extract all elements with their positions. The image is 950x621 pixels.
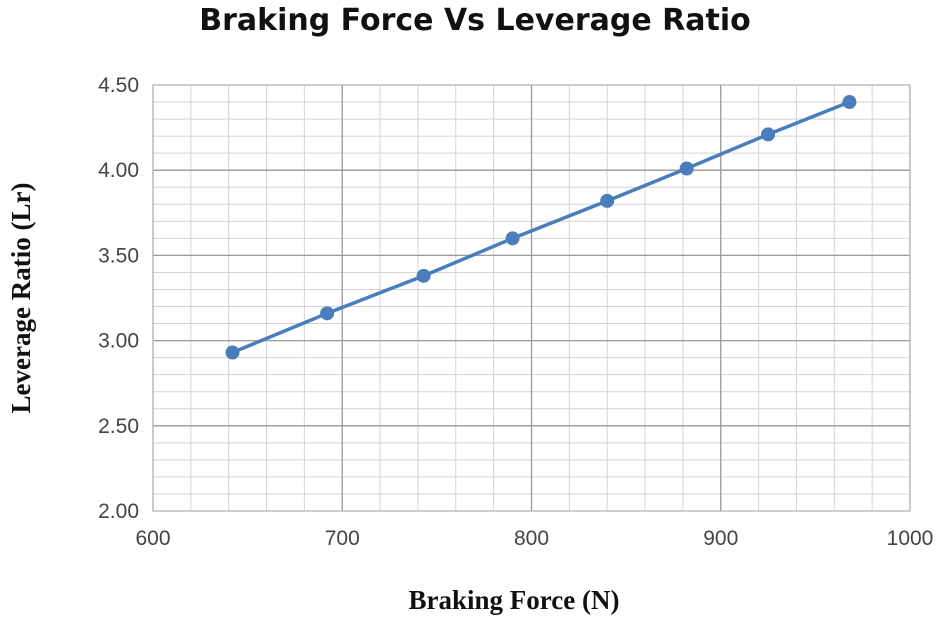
x-tick-label: 600: [135, 527, 170, 550]
y-axis-label: Leverage Ratio (Lr): [6, 183, 36, 414]
data-point: [842, 95, 857, 110]
y-tick-labels: 2.00 2.50 3.00 3.50 4.00 4.50: [98, 74, 139, 523]
chart-title: Braking Force Vs Leverage Ratio: [199, 3, 750, 38]
plot-area-border: [152, 84, 911, 512]
grid: [152, 84, 911, 512]
y-tick-label: 2.50: [98, 415, 139, 438]
x-tick-label: 700: [325, 527, 360, 550]
x-tick-label: 900: [703, 527, 738, 550]
data-point: [600, 193, 615, 208]
y-tick-label: 4.50: [98, 74, 139, 97]
data-point: [679, 161, 694, 176]
x-tick-label: 800: [514, 527, 549, 550]
data-point: [320, 306, 335, 321]
x-axis-label: Braking Force (N): [409, 585, 620, 615]
y-tick-label: 3.00: [98, 330, 139, 353]
series-group: [225, 95, 857, 360]
series-line: [231, 100, 851, 355]
data-point: [225, 345, 240, 360]
x-tick-label: 1000: [887, 527, 934, 550]
y-tick-label: 2.00: [98, 500, 139, 523]
x-tick-labels: 600 700 800 900 1000: [135, 527, 933, 550]
y-tick-label: 3.50: [98, 244, 139, 267]
data-point: [416, 268, 431, 283]
y-tick-label: 4.00: [98, 159, 139, 182]
data-point: [505, 231, 520, 246]
data-point: [761, 127, 776, 142]
